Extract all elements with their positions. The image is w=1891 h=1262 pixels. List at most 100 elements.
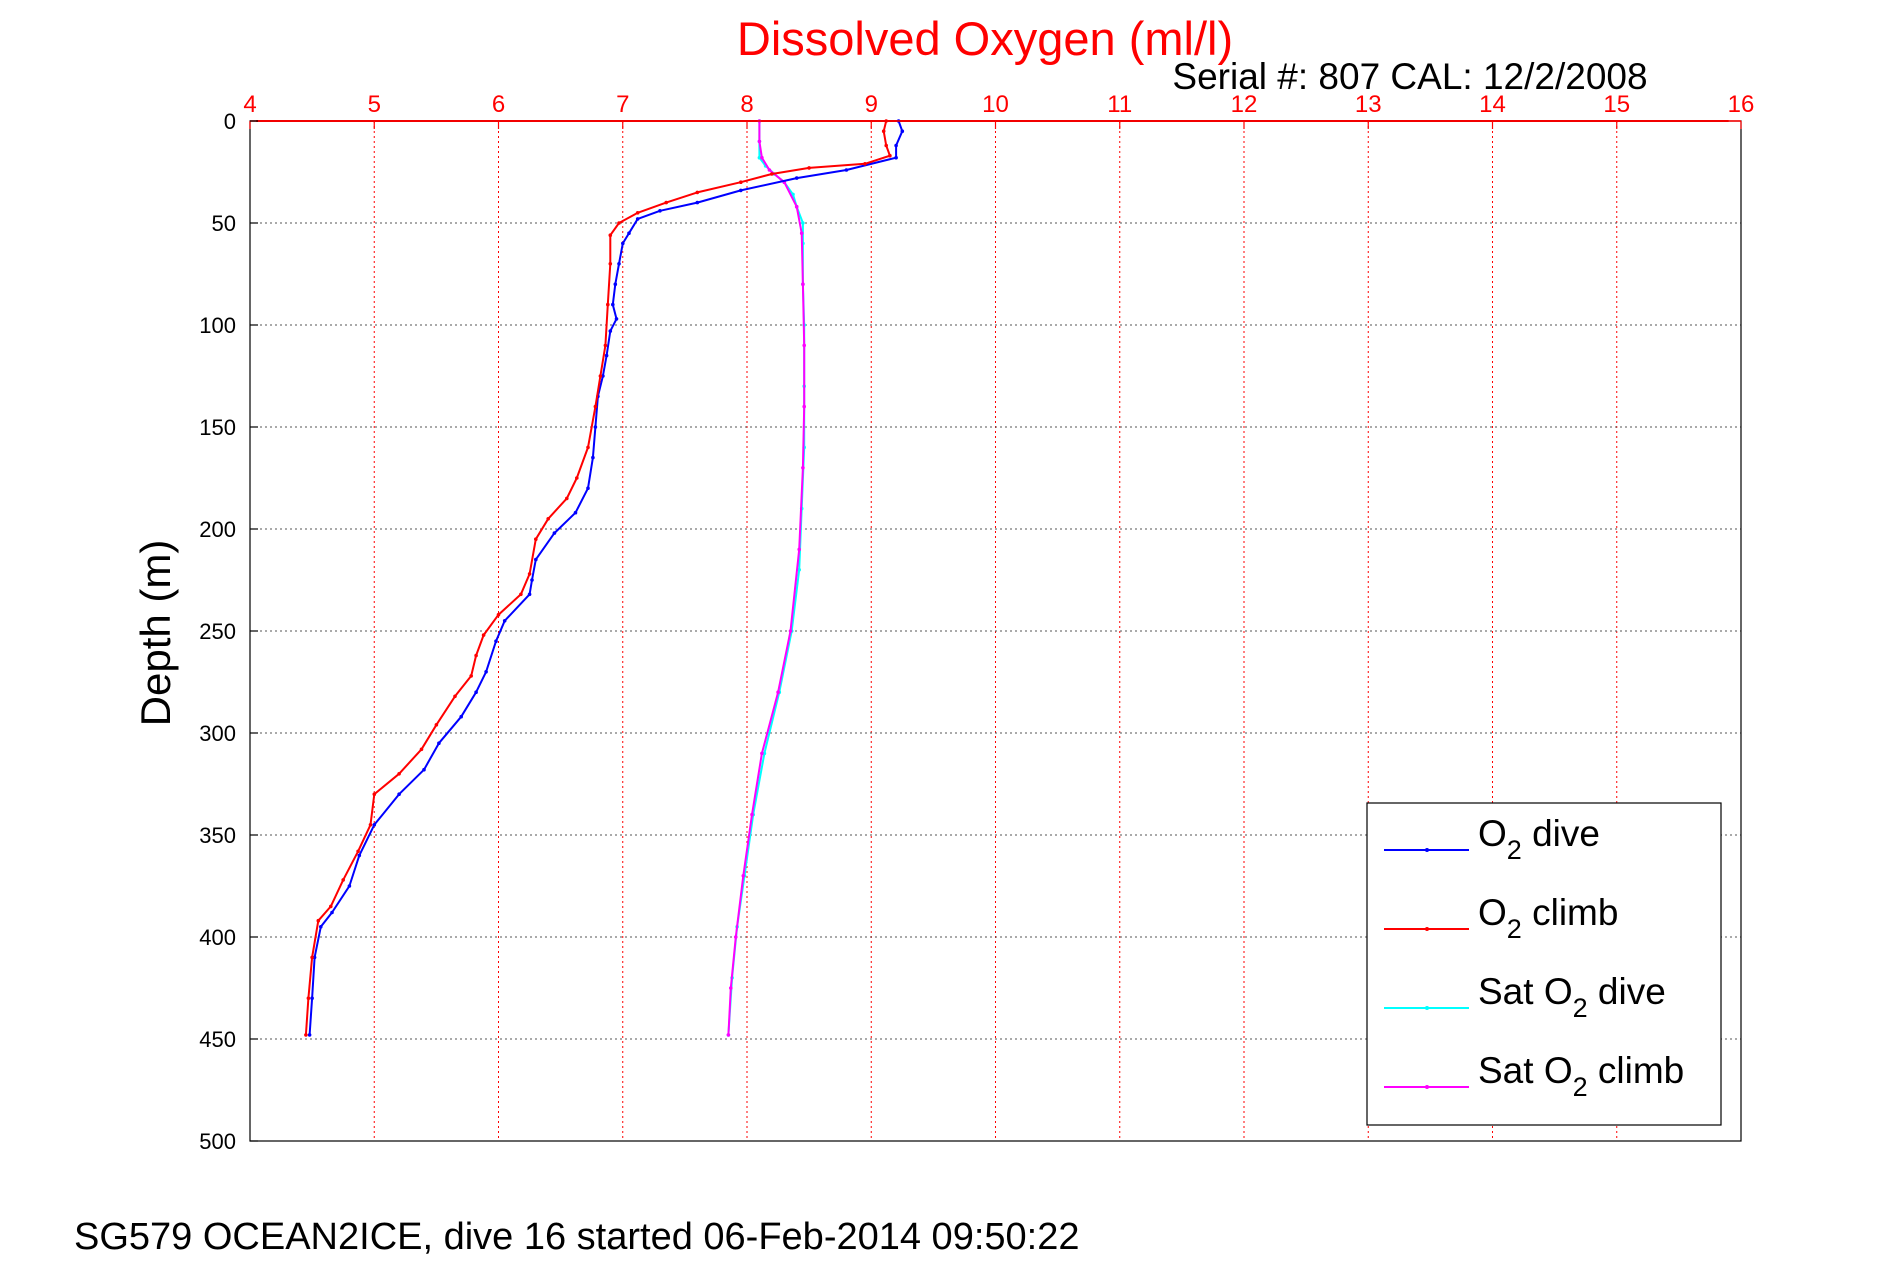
x-tick-label: 15 bbox=[1603, 91, 1630, 118]
legend-swatch-marker bbox=[1425, 1006, 1429, 1010]
x-tick-label: 13 bbox=[1355, 91, 1382, 118]
legend-swatch-marker bbox=[1425, 848, 1429, 852]
x-tick-label: 11 bbox=[1107, 91, 1132, 118]
sat-o2-climb-point bbox=[797, 547, 801, 552]
o2-climb-point bbox=[534, 537, 538, 541]
x-tick-label: 7 bbox=[616, 91, 629, 118]
o2-dive-point bbox=[459, 714, 464, 719]
o2-climb-point bbox=[807, 166, 811, 170]
o2-climb-point bbox=[419, 747, 424, 752]
y-tick-label: 250 bbox=[199, 619, 236, 644]
o2-dive-point bbox=[627, 231, 631, 235]
o2-dive-point bbox=[330, 910, 334, 915]
sat-o2-climb-point bbox=[734, 935, 738, 939]
o2-dive-point bbox=[613, 282, 618, 287]
sat-o2-climb-point bbox=[799, 231, 804, 235]
sat-o2-climb-point bbox=[729, 986, 733, 990]
sat-o2-climb-point bbox=[757, 139, 762, 144]
legend-label: O2 dive bbox=[1478, 813, 1600, 865]
o2-climb-point bbox=[586, 445, 590, 450]
sat-o2-dive-point bbox=[757, 155, 762, 160]
o2-dive-point bbox=[530, 578, 534, 582]
y-tick-label: 300 bbox=[199, 721, 236, 746]
o2-dive-point bbox=[894, 143, 898, 148]
o2-climb-point bbox=[453, 694, 457, 699]
o2-dive-point bbox=[502, 619, 507, 623]
o2-climb-point bbox=[695, 190, 700, 195]
o2-dive-point bbox=[621, 241, 625, 246]
o2-climb-point bbox=[519, 592, 523, 597]
o2-dive-point bbox=[601, 374, 605, 378]
sat-o2-dive-point bbox=[762, 751, 767, 756]
o2-dive-point bbox=[534, 557, 538, 562]
legend-label: Sat O2 dive bbox=[1478, 971, 1666, 1023]
x-tick-label: 4 bbox=[243, 91, 256, 118]
y-tick-label: 100 bbox=[199, 313, 236, 338]
o2-dive-point bbox=[312, 955, 317, 960]
x-tick-label: 9 bbox=[865, 91, 878, 118]
sat-o2-climb-point bbox=[760, 155, 764, 160]
o2-dive-line bbox=[308, 120, 904, 1036]
o2-climb-point bbox=[664, 200, 668, 205]
o2-dive-point bbox=[397, 792, 401, 796]
sat-o2-dive-point bbox=[801, 221, 805, 225]
o2-dive-point bbox=[593, 425, 598, 429]
legend-box bbox=[1366, 802, 1722, 1126]
o2-dive-point bbox=[573, 510, 578, 515]
o2-climb-point bbox=[617, 221, 621, 225]
o2-dive-point bbox=[437, 741, 441, 745]
y-tick-label: 0 bbox=[224, 109, 236, 134]
y-tick-label: 150 bbox=[199, 415, 236, 440]
sat-o2-climb-point bbox=[794, 204, 799, 209]
o2-climb-point bbox=[888, 153, 892, 158]
o2-dive-point bbox=[739, 188, 743, 193]
dive-info-footer: SG579 OCEAN2ICE, dive 16 started 06-Feb-… bbox=[74, 1216, 1079, 1258]
o2-climb-point bbox=[316, 918, 321, 923]
y-axis-label: Depth (m) bbox=[132, 540, 179, 727]
legend-entry-sat-o2-climb: Sat O2 climb bbox=[1384, 1050, 1684, 1102]
o2-climb-point bbox=[546, 517, 550, 521]
o2-climb-point bbox=[598, 374, 603, 378]
o2-dive-point bbox=[695, 200, 700, 205]
o2-climb-point bbox=[884, 143, 888, 148]
o2-dive-point bbox=[474, 690, 478, 694]
y-tick-label: 200 bbox=[199, 517, 236, 542]
o2-climb-point bbox=[770, 172, 774, 176]
o2-dive-point bbox=[611, 302, 615, 307]
x-tick-label: 5 bbox=[368, 91, 381, 118]
legend-entry-sat-o2-dive: Sat O2 dive bbox=[1384, 971, 1666, 1023]
o2-dive-point bbox=[552, 531, 557, 535]
x-tick-label: 6 bbox=[492, 91, 505, 118]
legend: O2 dive O2 climb Sat O2 dive Sat O2 climb bbox=[1366, 802, 1722, 1126]
legend-label: O2 climb bbox=[1478, 892, 1618, 944]
sat-o2-climb-point bbox=[767, 168, 772, 172]
y-axis-ticks: 0 50 100 150 200 250 300 350 400 450 500 bbox=[199, 109, 258, 1154]
o2-climb-point bbox=[863, 162, 867, 166]
sat-o2-climb-point bbox=[801, 466, 805, 470]
chart-subtitle: Serial #: 807 CAL: 12/2/2008 bbox=[1172, 56, 1647, 97]
x-tick-label: 14 bbox=[1479, 91, 1506, 118]
sat-o2-climb-point bbox=[802, 343, 806, 348]
legend-entry-o2-dive: O2 dive bbox=[1384, 813, 1600, 865]
o2-climb-point bbox=[606, 302, 610, 307]
o2-dive-point bbox=[794, 176, 799, 180]
o2-climb-point bbox=[310, 955, 314, 960]
o2-dive-point bbox=[894, 155, 898, 160]
o2-dive-point bbox=[658, 209, 662, 213]
sat-o2-dive-point bbox=[797, 568, 801, 572]
o2-climb-point bbox=[739, 180, 743, 184]
x-tick-label: 16 bbox=[1728, 91, 1755, 118]
o2-climb-point bbox=[575, 476, 579, 480]
o2-dive-point bbox=[591, 455, 595, 460]
y-tick-label: 450 bbox=[199, 1027, 236, 1052]
o2-climb-point bbox=[306, 996, 311, 1000]
o2-dive-point bbox=[527, 592, 532, 597]
o2-climb-point bbox=[329, 904, 333, 909]
o2-climb-point bbox=[603, 343, 608, 348]
sat-o2-climb-point bbox=[788, 629, 793, 633]
o2-climb-point bbox=[608, 233, 613, 237]
o2-dive-point bbox=[347, 884, 352, 888]
y-tick-label: 500 bbox=[199, 1129, 236, 1154]
sat-o2-climb-line bbox=[727, 120, 806, 1036]
